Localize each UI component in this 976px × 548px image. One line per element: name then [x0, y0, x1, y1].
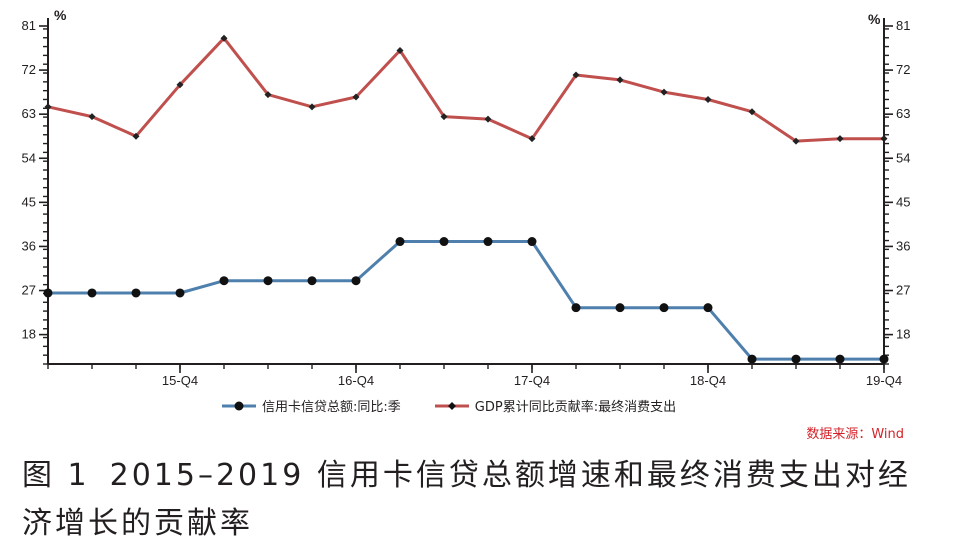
y-tick-label-right: 72 — [896, 62, 910, 77]
data-point-circle — [87, 288, 97, 298]
y-tick-label-right: 54 — [896, 150, 910, 165]
data-point-diamond — [352, 93, 360, 101]
legend-label-consumption: GDP累计同比贡献率:最终消费支出 — [474, 400, 677, 415]
data-point-circle — [879, 354, 889, 364]
x-tick-label: 18-Q4 — [690, 373, 726, 388]
data-point-diamond — [704, 95, 712, 103]
x-tick-label: 15-Q4 — [162, 373, 198, 388]
data-point-circle — [43, 288, 53, 298]
legend: 信用卡信贷总额:同比:季 GDP累计同比贡献率:最终消费支出 — [222, 396, 710, 415]
data-point-diamond — [440, 113, 448, 121]
data-point-diamond — [308, 103, 316, 111]
y-unit-left: % — [54, 7, 67, 23]
data-point-diamond — [880, 135, 888, 143]
data-point-circle — [263, 276, 273, 286]
y-tick-label-left: 54 — [22, 150, 36, 165]
y-tick-label-left: 45 — [22, 194, 36, 209]
y-tick-label-left: 36 — [22, 238, 36, 253]
y-tick-label-right: 81 — [896, 18, 910, 33]
x-tick-label: 16-Q4 — [338, 373, 374, 388]
data-point-circle — [483, 237, 493, 247]
data-point-circle — [835, 354, 845, 364]
data-point-diamond — [396, 46, 404, 54]
data-point-circle — [351, 276, 361, 286]
data-point-diamond — [132, 132, 140, 140]
x-tick-label: 17-Q4 — [514, 373, 550, 388]
data-point-circle — [527, 237, 537, 247]
y-tick-label-left: 27 — [22, 283, 36, 298]
data-point-circle — [791, 354, 801, 364]
data-point-diamond — [572, 71, 580, 79]
y-tick-label-right: 36 — [896, 238, 910, 253]
figure-caption: 图 1 2015–2019 信用卡信贷总额增速和最终消费支出对经济增长的贡献率 — [22, 452, 922, 548]
y-tick-label-right: 45 — [896, 194, 910, 209]
y-tick-label-right: 18 — [896, 327, 910, 342]
data-point-circle — [175, 288, 185, 298]
data-source: 数据来源：Wind — [806, 427, 904, 442]
figure-number: 图 1 — [22, 458, 90, 493]
data-point-diamond — [44, 103, 52, 111]
y-tick-label-left: 18 — [22, 327, 36, 342]
data-point-diamond — [484, 115, 492, 123]
data-point-diamond — [616, 76, 624, 84]
plot-area: 18 18 27 27 36 36 45 45 54 54 63 63 72 72 81 81% % 15-Q4 1… — [22, 7, 911, 388]
data-point-circle — [131, 288, 141, 298]
x-tick-label: 19-Q4 — [866, 373, 902, 388]
y-tick-label-left: 81 — [22, 18, 36, 33]
data-point-circle — [439, 237, 449, 247]
y-tick-label-left: 63 — [22, 106, 36, 121]
y-tick-label-right: 27 — [896, 283, 910, 298]
data-point-diamond — [748, 108, 756, 116]
data-point-diamond — [88, 113, 96, 121]
data-point-diamond — [528, 135, 536, 143]
data-point-circle — [307, 276, 317, 286]
data-point-diamond — [836, 135, 844, 143]
data-point-diamond — [176, 81, 184, 89]
figure-title: 2015–2019 信用卡信贷总额增速和最终消费支出对经济增长的贡献率 — [22, 458, 911, 541]
diamond-marker-icon — [434, 401, 469, 410]
y-unit-right: % — [868, 11, 881, 27]
legend-item-consumption: GDP累计同比贡献率:最终消费支出 — [434, 396, 677, 415]
legend-item-credit-card: 信用卡信贷总额:同比:季 — [222, 396, 401, 415]
data-point-diamond — [220, 34, 228, 42]
data-point-diamond — [264, 91, 272, 99]
legend-label-credit-card: 信用卡信贷总额:同比:季 — [262, 400, 401, 415]
data-point-circle — [571, 303, 581, 313]
y-tick-label-right: 63 — [896, 106, 910, 121]
data-point-circle — [395, 237, 405, 247]
series-line-1 — [47, 36, 884, 143]
chart-canvas: 18 18 27 27 36 36 45 45 54 54 63 63 72 72 81 81% % 15-Q4 1… — [22, 7, 911, 388]
data-point-circle — [703, 303, 713, 313]
data-point-circle — [659, 303, 669, 313]
series-line-0 — [48, 240, 884, 361]
y-tick-label-left: 72 — [22, 62, 36, 77]
circle-marker-icon — [222, 401, 256, 410]
data-point-circle — [615, 303, 625, 313]
data-point-diamond — [792, 137, 800, 145]
data-point-circle — [747, 354, 757, 364]
data-point-diamond — [660, 88, 668, 96]
data-point-circle — [219, 276, 229, 286]
